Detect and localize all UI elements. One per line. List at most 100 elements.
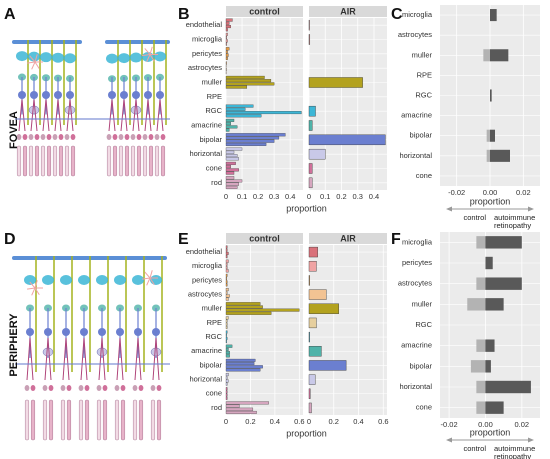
x-tick-label: 0.02: [516, 188, 531, 197]
bar: [308, 331, 310, 343]
photoreceptor-nucleus: [60, 385, 66, 391]
bar: [225, 393, 228, 397]
category-label: horizontal: [189, 375, 222, 384]
bar: [225, 255, 228, 259]
bar: [225, 362, 255, 366]
photoreceptor-nucleus: [84, 385, 90, 391]
x-tick-label: 0.2: [253, 192, 263, 201]
photoreceptor-segment: [31, 399, 36, 441]
photoreceptor-segment: [124, 145, 129, 177]
bar: [485, 380, 531, 394]
ganglion-cell: [132, 275, 144, 285]
region-label: FOVEA: [8, 111, 20, 149]
horizontal-cell: [64, 105, 76, 115]
bar: [225, 165, 231, 169]
category-label: RPE: [207, 318, 222, 327]
bar: [225, 262, 228, 266]
category-label: bipolar: [409, 361, 432, 370]
astrocyte-process: [31, 287, 36, 296]
photoreceptor-segment: [118, 145, 123, 177]
bar: [225, 410, 257, 414]
bar: [225, 157, 239, 161]
photoreceptor-axon: [116, 337, 121, 381]
ganglion-cell: [42, 275, 54, 285]
bar: [225, 273, 228, 277]
bar: [225, 136, 280, 140]
photoreceptor-axon: [132, 99, 137, 132]
photoreceptor-segment: [160, 145, 165, 177]
category-label: astrocytes: [398, 279, 432, 288]
category-label: microglia: [192, 261, 223, 270]
x-tick-label: 0: [307, 417, 311, 426]
bar: [225, 39, 228, 43]
astrocyte-process: [149, 46, 153, 55]
bar: [476, 339, 486, 352]
photoreceptor-segment: [130, 145, 135, 177]
photoreceptor-axon: [66, 99, 71, 132]
photoreceptor-nucleus: [22, 134, 28, 140]
bar: [225, 171, 235, 175]
bar: [225, 396, 228, 400]
photoreceptor-axon: [69, 99, 74, 132]
category-label: horizontal: [399, 382, 432, 391]
ganglion-cell: [154, 51, 166, 62]
ganglion-cell: [64, 53, 76, 64]
bar: [308, 148, 326, 160]
category-label: bipolar: [199, 135, 222, 144]
bar: [225, 277, 227, 281]
bar: [225, 302, 261, 306]
bar: [225, 316, 229, 320]
ganglion-cell: [96, 275, 108, 285]
bar: [225, 404, 240, 408]
x-axis-title: proportion: [470, 427, 511, 437]
facet-strip: [309, 6, 387, 17]
x-tick-label: 0.2: [329, 417, 339, 426]
photoreceptor-nucleus: [156, 385, 162, 391]
astrocyte-process: [34, 54, 38, 63]
bar: [308, 120, 313, 131]
photoreceptor-nucleus: [130, 134, 136, 140]
bar: [225, 128, 230, 132]
photoreceptor-axon: [54, 99, 59, 132]
photoreceptor-nucleus: [106, 134, 112, 140]
category-label: rod: [211, 403, 222, 412]
category-label: RPE: [417, 70, 432, 79]
astrocyte-process: [29, 55, 36, 63]
bar: [225, 288, 229, 292]
bar: [485, 277, 522, 290]
arrow-head: [528, 206, 534, 212]
plot-background: [309, 18, 387, 190]
photoreceptor-segment: [66, 399, 71, 441]
ganglion-cell: [24, 275, 36, 285]
photoreceptor-segment: [29, 145, 34, 177]
category-label: cone: [416, 171, 432, 180]
bar: [490, 49, 509, 62]
bar: [225, 53, 229, 57]
arrow-head: [528, 437, 534, 443]
direction-label: autoimmune retinopathy: [494, 213, 536, 230]
x-axis-title: proportion: [470, 196, 511, 206]
bar: [225, 283, 228, 287]
nerve-fiber-layer: [105, 40, 170, 44]
x-tick-label: 0.4: [369, 192, 379, 201]
bar: [308, 374, 316, 385]
bar: [225, 79, 272, 83]
astrocyte-process: [149, 277, 155, 286]
photoreceptor-segment: [70, 145, 75, 177]
category-label: RGC: [205, 106, 222, 115]
bar: [308, 360, 347, 371]
retina-illustrations: [12, 40, 170, 441]
x-tick-label: 0.2: [336, 192, 346, 201]
bar: [485, 360, 491, 373]
bar: [308, 177, 313, 189]
panel-label: D: [4, 231, 16, 248]
facet-label: control: [249, 6, 280, 16]
photoreceptor-nucleus: [118, 134, 124, 140]
horizontal-cell: [28, 105, 40, 115]
bar: [225, 376, 228, 380]
astrocyte-process: [149, 270, 153, 279]
bar: [225, 333, 227, 337]
photoreceptor-axon: [18, 99, 23, 132]
photoreceptor-nucleus: [46, 134, 52, 140]
plot-background: [226, 245, 303, 415]
